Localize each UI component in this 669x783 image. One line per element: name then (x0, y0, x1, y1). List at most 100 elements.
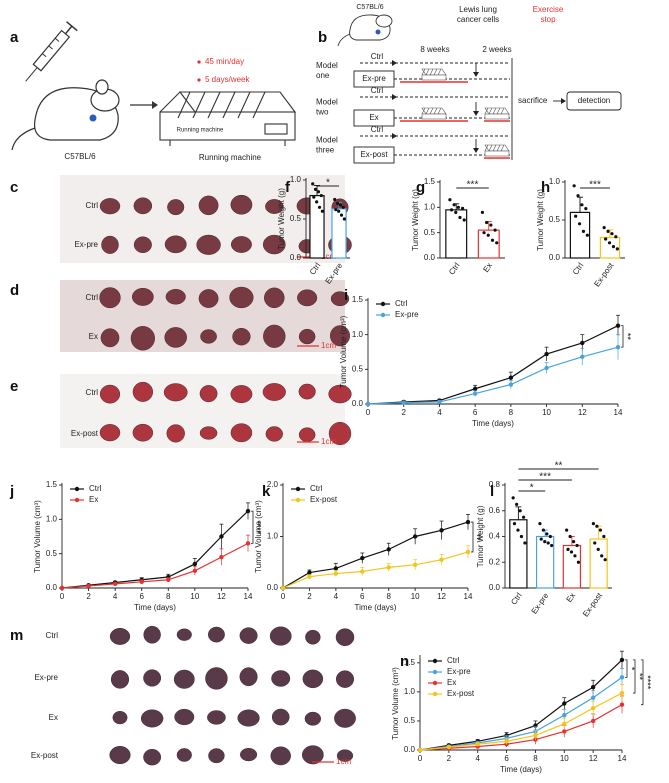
x-tick-label: 6 (504, 754, 509, 763)
y-tick-label: 0.5 (290, 214, 302, 223)
tumor (264, 287, 285, 309)
data-point (338, 203, 343, 207)
x-tick-label: 4 (113, 592, 118, 601)
tumor (330, 291, 350, 307)
group-label: Ex-pre (362, 74, 386, 83)
data-point (543, 540, 547, 544)
mouse-icon (337, 14, 393, 47)
x-tick-label: 10 (411, 592, 420, 601)
tumor (230, 194, 253, 215)
data-point (602, 534, 606, 539)
data-point (319, 194, 323, 198)
series-marker (619, 657, 625, 663)
significance-label: * (530, 483, 534, 494)
result-box (566, 91, 622, 111)
y-tick-label: 0.2 (489, 557, 501, 566)
y-tick-label: 1.0 (352, 330, 364, 339)
x-tick-label: Ctrl (308, 261, 323, 277)
tumor (302, 745, 324, 765)
data-point (493, 228, 497, 232)
y-tick-label: 1.5 (352, 295, 364, 304)
series-marker (360, 569, 365, 574)
treadmill-lane (484, 144, 489, 152)
series-line (419, 704, 623, 751)
x-axis-label: Time (days) (472, 419, 514, 428)
series-marker (562, 729, 567, 734)
data-point (568, 534, 572, 539)
row-label: Ex-pre (34, 673, 58, 682)
data-point (596, 547, 600, 551)
data-point (317, 205, 322, 209)
tumor (131, 287, 154, 306)
significance-label: *** (589, 180, 601, 191)
y-tick-label: 0.0 (352, 399, 364, 408)
photo-background (60, 622, 360, 768)
group-label: Ex-post (360, 150, 388, 159)
x-tick-label: Ex (565, 591, 578, 604)
tumor (263, 324, 286, 348)
data-point (545, 532, 549, 536)
tumor (198, 195, 219, 216)
y-tick-label: 1.0 (424, 202, 436, 211)
data-point (335, 201, 340, 205)
data-point (611, 245, 616, 249)
data-point (480, 210, 485, 214)
arrowhead (473, 111, 479, 116)
data-point (521, 515, 526, 519)
x-tick-label: 4 (334, 592, 339, 601)
series-marker (439, 557, 444, 562)
arrowhead (561, 98, 566, 104)
y-tick-label: 0.0 (404, 745, 416, 754)
row-label: Ctrl (86, 388, 99, 397)
treadmill-base (484, 113, 510, 120)
tumor (130, 326, 155, 351)
series-marker (533, 733, 538, 738)
data-point (576, 560, 581, 564)
series-marker (619, 702, 625, 707)
series-marker (472, 386, 478, 391)
x-tick-label: Ctrl (571, 261, 586, 277)
y-tick-label: 0.5 (549, 215, 561, 224)
data-point (548, 534, 552, 539)
data-point (489, 223, 493, 227)
series-marker (386, 547, 391, 552)
legend-marker (432, 680, 438, 686)
series-marker (280, 585, 286, 591)
legend-marker (74, 497, 80, 503)
tumor (163, 383, 188, 402)
series-marker (439, 528, 444, 533)
treadmill-base (421, 74, 447, 81)
tumor (329, 325, 351, 347)
tumor (239, 747, 258, 762)
tumor (143, 669, 162, 687)
data-point (516, 528, 520, 532)
legend-marker (74, 486, 80, 492)
treadmill-icon (484, 144, 510, 157)
tumor (199, 426, 218, 440)
series-line (61, 510, 249, 589)
panel-letter: l (490, 483, 494, 500)
data-point (482, 231, 486, 235)
significance-bracket (621, 325, 624, 348)
treadmill-lane (421, 68, 426, 76)
model-name: Model (316, 61, 338, 70)
y-tick-label: 0.6 (489, 506, 501, 515)
data-point (606, 229, 610, 233)
tumor (230, 236, 252, 253)
tumor (109, 627, 131, 645)
x-tick-label: 0 (281, 592, 286, 601)
data-point (581, 229, 586, 233)
tumor (99, 198, 121, 215)
series-marker (333, 566, 339, 571)
y-tick-label: 1.0 (290, 175, 302, 184)
data-point (604, 237, 608, 241)
scale-label: 1cm (336, 757, 351, 766)
data-point (614, 235, 618, 239)
panel-letter: c (10, 179, 18, 196)
data-point (575, 543, 579, 548)
tumor (239, 667, 258, 687)
tumor (133, 236, 152, 254)
treadmill-lane (433, 107, 438, 115)
arrowhead (152, 101, 158, 109)
y-tick-label: 0.0 (489, 583, 501, 592)
